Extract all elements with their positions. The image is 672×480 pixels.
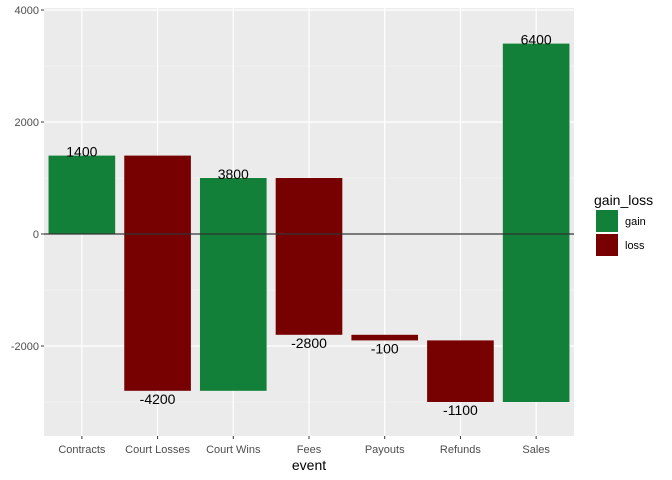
bar-court-losses xyxy=(124,155,191,391)
legend-label-gain: gain xyxy=(625,216,646,228)
legend: gain_loss gain loss xyxy=(594,192,653,256)
x-tick-label: Fees xyxy=(297,444,322,456)
data-label: -2800 xyxy=(291,335,327,351)
bar-fees xyxy=(275,178,343,335)
bar-sales xyxy=(502,43,570,402)
data-label: 3800 xyxy=(218,166,249,182)
y-tick-label: 0 xyxy=(33,229,39,241)
bar-court-wins xyxy=(199,178,267,391)
x-tick-label: Payouts xyxy=(365,444,405,456)
x-axis-title: event xyxy=(292,457,326,473)
legend-key-gain xyxy=(596,210,618,232)
y-tick-label: -2000 xyxy=(11,341,39,353)
y-tick-label: 4000 xyxy=(15,5,39,17)
data-labels: 1400 -4200 3800 -2800 -100 -1100 6400 xyxy=(66,32,552,418)
x-tick-label: Contracts xyxy=(58,444,106,456)
legend-key-loss xyxy=(596,234,618,256)
x-axis: Contracts Court Losses Court Wins Fees Payou… xyxy=(58,436,550,456)
bars xyxy=(48,43,570,402)
x-tick-label: Court Wins xyxy=(206,444,261,456)
bar-payouts xyxy=(351,334,419,341)
x-tick-label: Court Losses xyxy=(125,444,190,456)
bar-contracts xyxy=(48,155,116,234)
legend-title: gain_loss xyxy=(594,192,653,208)
bar-refunds xyxy=(427,340,494,402)
x-tick-label: Sales xyxy=(522,444,550,456)
data-label: -4200 xyxy=(140,391,176,407)
data-label: 1400 xyxy=(66,144,97,160)
y-axis: -2000 0 2000 4000 xyxy=(11,5,44,353)
data-label: 6400 xyxy=(521,32,552,48)
y-tick-label: 2000 xyxy=(15,117,39,129)
legend-items: gain loss xyxy=(596,210,646,256)
legend-label-loss: loss xyxy=(625,240,645,252)
data-label: -100 xyxy=(371,340,399,356)
x-tick-label: Refunds xyxy=(440,444,481,456)
data-label: -1100 xyxy=(443,402,478,418)
